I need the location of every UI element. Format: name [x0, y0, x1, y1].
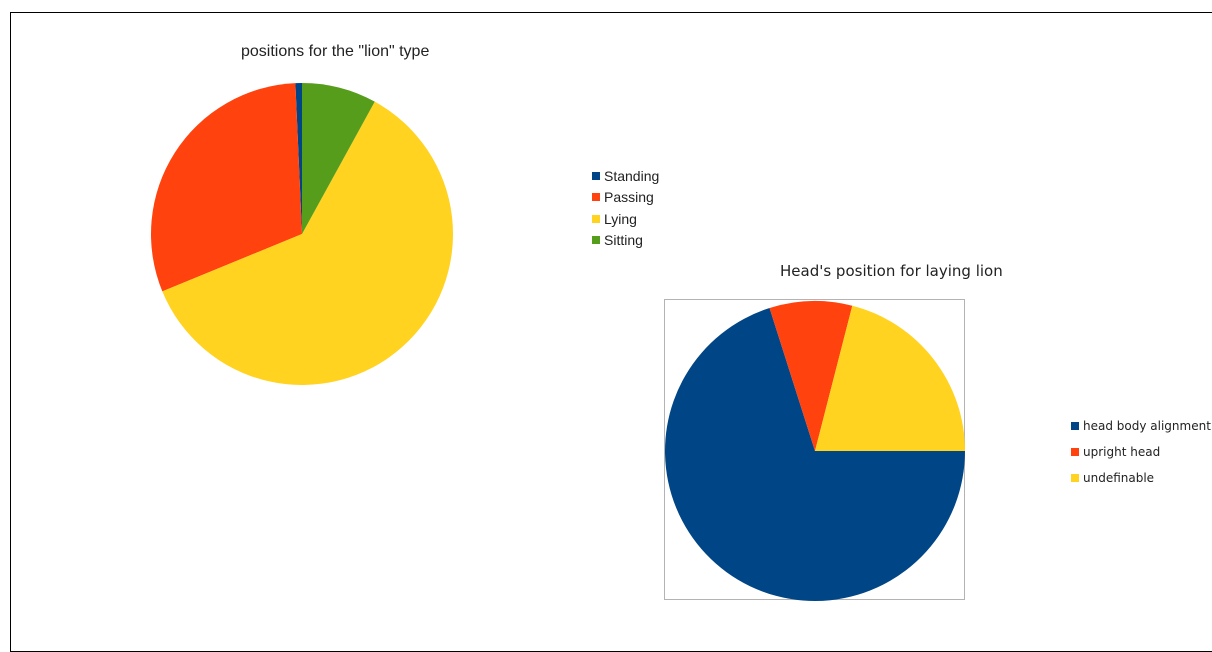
legend-item: Sitting [592, 230, 659, 252]
pie-charts-canvas [151, 83, 965, 602]
legend-label: Lying [604, 210, 637, 227]
legend-item: upright head [1071, 439, 1211, 465]
legend-swatch [1071, 474, 1079, 482]
pie-chart-lion-positions [151, 83, 453, 386]
chart-title-lion-positions: positions for the "lion" type [241, 43, 430, 60]
legend-lion-positions: Standing Passing Lying Sitting [592, 165, 659, 251]
legend-swatch [1071, 422, 1079, 430]
chart-title-head-position: Head's position for laying lion [780, 262, 1003, 280]
legend-label: undefinable [1083, 471, 1155, 485]
pie-slice-undefinable [815, 305, 965, 451]
legend-item: Standing [592, 165, 659, 187]
legend-item: Passing [592, 187, 659, 209]
pie-slice-passing [151, 83, 302, 292]
legend-swatch [1071, 448, 1079, 456]
legend-head-position: head body alignment upright head undefin… [1071, 413, 1211, 491]
legend-label: head body alignment [1083, 419, 1211, 433]
legend-swatch [592, 171, 600, 180]
legend-label: Standing [604, 167, 660, 184]
legend-label: Sitting [604, 232, 643, 249]
legend-swatch [592, 236, 600, 245]
legend-swatch [592, 214, 600, 223]
legend-item: head body alignment [1071, 413, 1211, 439]
pie-slice-upright-head [769, 301, 853, 451]
legend-label: upright head [1083, 445, 1161, 459]
legend-label: Passing [604, 189, 654, 206]
legend-item: Lying [592, 208, 659, 230]
pie-chart-head-position [665, 301, 965, 602]
pie-slice-standing [295, 83, 302, 234]
pie-slice-lying [162, 101, 453, 386]
pie-slice-sitting [302, 83, 375, 234]
legend-swatch [592, 193, 600, 202]
legend-item: undefinable [1071, 465, 1211, 491]
pie-slice-head-body-alignment [665, 308, 965, 602]
